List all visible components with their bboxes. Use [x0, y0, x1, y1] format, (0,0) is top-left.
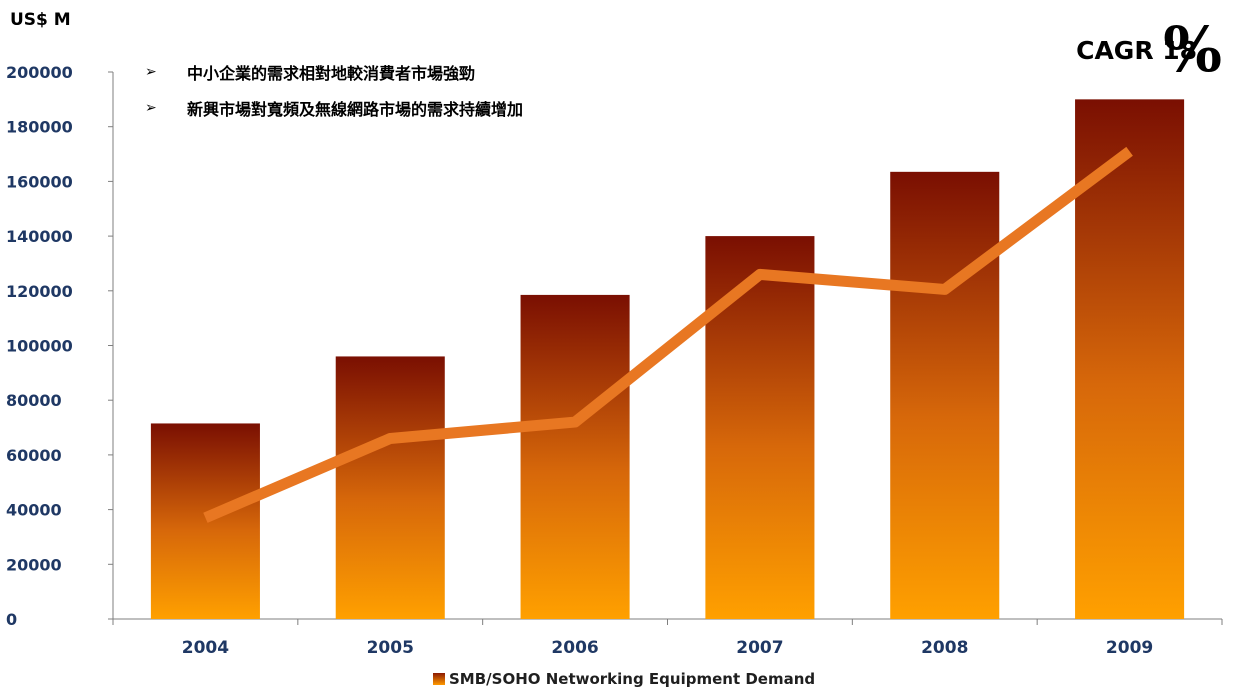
x-tick-label: 2007 — [736, 638, 783, 658]
x-tick-label: 2006 — [551, 638, 598, 658]
bar — [335, 356, 445, 619]
y-tick-label: 180000 — [6, 118, 73, 137]
y-tick-label: 100000 — [6, 337, 73, 356]
y-tick-label: 40000 — [6, 501, 62, 520]
y-tick-label: 160000 — [6, 172, 73, 191]
y-tick-label: 200000 — [6, 63, 73, 82]
legend-label: SMB/SOHO Networking Equipment Demand — [449, 670, 816, 688]
y-tick-label: 80000 — [6, 391, 62, 410]
bullet-text: 中小企業的需求相對地較消費者市場強勁 — [187, 63, 476, 83]
y-tick-label: 20000 — [6, 555, 62, 574]
cagr-glyph: % — [1163, 13, 1222, 86]
bullet-item: ➢ 新興市場對寬頻及無線網路市場的需求持續增加 — [145, 94, 523, 121]
arrow-bullet-icon: ➢ — [145, 99, 157, 116]
trend-line — [203, 146, 1133, 523]
bar — [1075, 99, 1185, 620]
x-tick-label: 2005 — [367, 638, 414, 658]
bullet-list: ➢ 中小企業的需求相對地較消費者市場強勁 ➢ 新興市場對寬頻及無線網路市場的需求… — [145, 58, 523, 130]
legend-swatch-icon — [433, 673, 445, 685]
bar — [150, 423, 260, 619]
arrow-bullet-icon: ➢ — [145, 63, 157, 80]
bullet-text: 新興市場對寬頻及無線網路市場的需求持續增加 — [187, 99, 524, 119]
x-tick-label: 2009 — [1106, 638, 1153, 658]
y-tick-label: 60000 — [6, 446, 62, 465]
legend: SMB/SOHO Networking Equipment Demand — [433, 670, 815, 688]
cagr-annotation: CAGR 18 % — [1076, 10, 1222, 90]
y-tick-label: 140000 — [6, 227, 73, 246]
y-axis-label: US$ M — [10, 10, 71, 30]
bar — [705, 236, 815, 619]
x-tick-label: 2004 — [182, 638, 229, 658]
bullet-item: ➢ 中小企業的需求相對地較消費者市場強勁 — [145, 58, 523, 85]
bar — [890, 171, 1000, 619]
cagr-text: CAGR 18 — [1076, 35, 1198, 65]
y-tick-label: 0 — [6, 610, 17, 629]
y-tick-label: 120000 — [6, 282, 73, 301]
x-tick-label: 2008 — [921, 638, 968, 658]
bar — [520, 294, 630, 619]
